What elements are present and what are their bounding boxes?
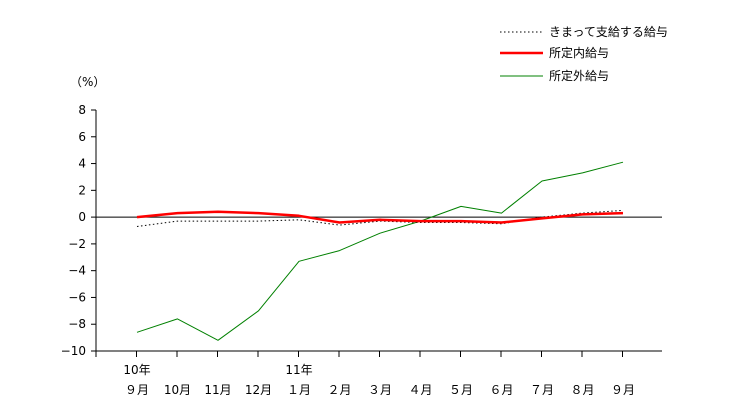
x-tick-label: 12月 [245, 383, 272, 397]
x-tick-label: ６月 [489, 383, 513, 397]
x-tick-label: ８月 [570, 383, 594, 397]
x-tick-year-label: 10年 [123, 363, 150, 377]
y-tick-label: −6 [68, 290, 86, 304]
y-tick-label: 2 [78, 183, 86, 197]
x-tick-label: 11月 [204, 383, 231, 397]
y-tick-label: 0 [78, 210, 86, 224]
y-axis: −10 −8 −6 −4 −2 0 2 4 6 8 [61, 103, 97, 358]
y-tick-label: −10 [61, 344, 86, 358]
x-tick-label: ９月 [125, 383, 149, 397]
y-tick-label: −2 [68, 237, 86, 251]
x-tick-label: ７月 [530, 383, 554, 397]
y-axis-label: （%） [70, 75, 105, 89]
x-tick-label: ２月 [327, 383, 351, 397]
series-line-2 [136, 210, 624, 224]
series-line-3 [136, 161, 624, 341]
x-axis: 10年 ９月 10月 11月 12月 11年 １月 ２月 ３月 ４月 ５月 ６月 ７月 ８月 ９月 [95, 350, 662, 397]
x-tick-label: ３月 [368, 383, 392, 397]
x-tick-label: １月 [287, 383, 311, 397]
x-tick-label: ５月 [449, 383, 473, 397]
x-tick-year-label: 11年 [285, 363, 312, 377]
y-tick-label: 8 [78, 103, 86, 117]
series-lines [136, 161, 624, 341]
y-tick-label: −8 [68, 317, 86, 331]
y-tick-label: 6 [78, 130, 86, 144]
y-tick-label: 4 [78, 157, 86, 171]
legend-label: 所定外給与 [549, 68, 609, 83]
legend-label: きまって支給する給与 [549, 25, 668, 39]
legend-label: 所定内給与 [549, 45, 609, 60]
x-tick-label: ９月 [611, 383, 635, 397]
y-tick-label: −4 [68, 264, 86, 278]
x-tick-label: 10月 [164, 383, 191, 397]
x-tick-label: ４月 [408, 383, 432, 397]
series-line-1 [136, 209, 624, 227]
